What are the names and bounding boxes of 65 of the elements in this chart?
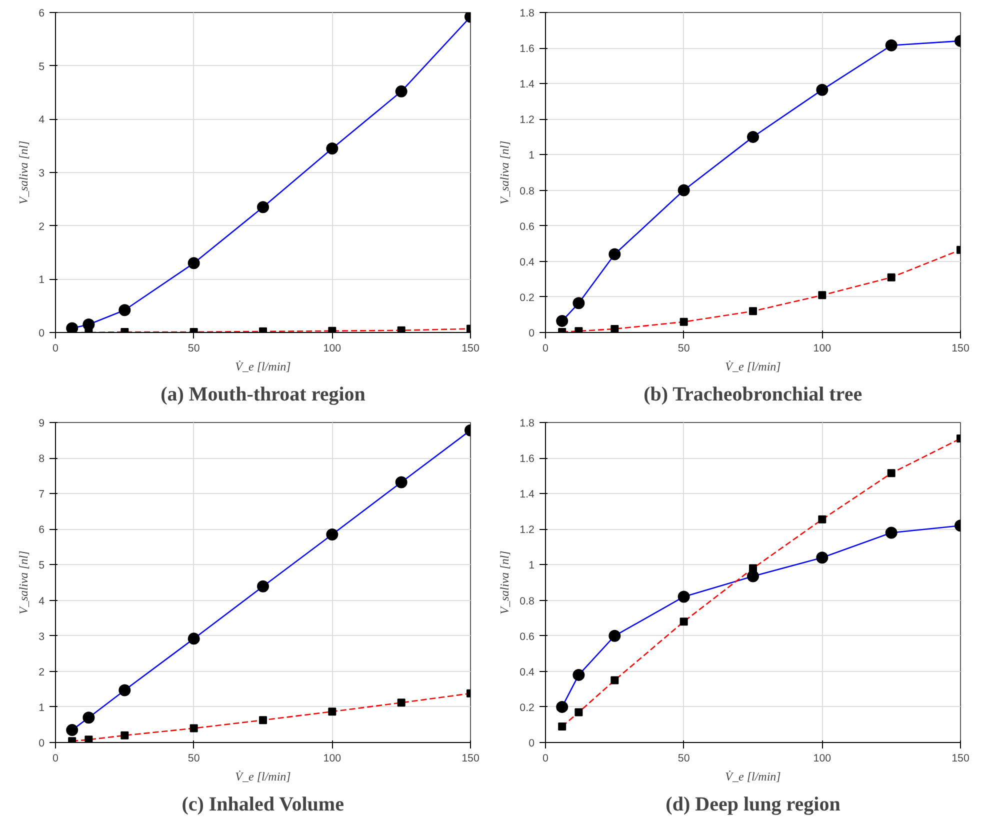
x-tick-label: 50 <box>678 752 690 764</box>
y-tick-label: 1 <box>38 274 45 286</box>
y-tick-label: 1.2 <box>520 524 535 536</box>
y-tick-label: 4 <box>38 595 45 608</box>
text: (a) Mouth-throat region <box>160 384 366 406</box>
x-tick-label: 50 <box>678 342 690 354</box>
y-tick-label: 1.6 <box>520 453 535 466</box>
x-tick-label: 0 <box>52 342 59 354</box>
x-tick-label: 150 <box>952 342 970 354</box>
x-tick-label: 0 <box>52 752 59 764</box>
x-axis-title: V̇_e [l/min] <box>725 360 782 374</box>
x-axis-title: V̇_e [l/min] <box>235 360 292 374</box>
x-tick-label: 150 <box>952 752 970 764</box>
y-tick-label: 3 <box>38 168 45 180</box>
y-tick-label: 0.6 <box>520 220 535 233</box>
x-axis-title: V̇_e [l/min] <box>725 770 782 784</box>
y-tick-label: 3 <box>38 630 45 643</box>
x-tick-label: 50 <box>188 752 200 764</box>
y-tick-label: 1.8 <box>520 8 535 20</box>
y-tick-label: 1.4 <box>520 488 535 501</box>
y-tick-label: 8 <box>38 453 45 466</box>
y-tick-label: 2 <box>38 220 45 233</box>
y-tick-label: 0.8 <box>520 595 535 608</box>
y-tick-label: 4 <box>38 114 45 126</box>
y-tick-label: 5 <box>38 60 45 73</box>
x-tick-label: 100 <box>323 752 342 764</box>
x-tick-label: 0 <box>542 342 549 354</box>
y-tick-label: 1.8 <box>520 418 535 430</box>
x-axis-title: V̇_e [l/min] <box>235 770 292 784</box>
x-tick-label: 100 <box>323 342 342 354</box>
y-tick-label: 0.2 <box>520 702 535 714</box>
y-tick-label: 0.4 <box>520 256 535 268</box>
y-tick-label: 6 <box>38 8 45 20</box>
y-axis-title: V_saliva [nl] <box>498 140 512 204</box>
y-tick-label: 0 <box>528 738 535 750</box>
y-tick-label: 9 <box>38 418 45 430</box>
y-tick-label: 0.8 <box>520 185 535 198</box>
x-tick-label: 150 <box>462 342 480 354</box>
y-tick-label: 1 <box>528 560 535 572</box>
y-tick-label: 0 <box>38 328 45 340</box>
y-tick-label: 2 <box>38 666 45 678</box>
y-tick-label: 0.6 <box>520 630 535 643</box>
y-tick-label: 7 <box>38 488 45 501</box>
y-axis-title: V_saliva [nl] <box>16 140 31 204</box>
y-tick-label: 6 <box>38 524 45 536</box>
text: (d) Deep lung region <box>666 794 840 816</box>
y-axis-title: V_saliva [nl] <box>498 550 512 614</box>
y-tick-label: 1.6 <box>520 43 535 56</box>
text: (b) Tracheobronchial tree <box>644 384 862 406</box>
y-tick-label: 1.2 <box>520 114 535 126</box>
x-tick-label: 50 <box>188 342 200 354</box>
x-tick-label: 150 <box>462 752 480 764</box>
y-tick-label: 1 <box>528 150 535 162</box>
y-tick-label: 0.4 <box>520 666 535 678</box>
y-tick-label: 1 <box>38 702 45 714</box>
y-tick-label: 0 <box>38 738 45 750</box>
y-axis-title: V_saliva [nl] <box>16 550 31 614</box>
y-tick-label: 0 <box>528 328 535 340</box>
y-tick-label: 5 <box>38 560 45 572</box>
x-tick-label: 100 <box>813 752 832 764</box>
y-tick-label: 0.2 <box>520 292 535 304</box>
x-tick-label: 0 <box>542 752 549 764</box>
x-tick-label: 100 <box>813 342 832 354</box>
text: (c) Inhaled Volume <box>182 794 344 816</box>
y-tick-label: 1.4 <box>520 78 535 91</box>
